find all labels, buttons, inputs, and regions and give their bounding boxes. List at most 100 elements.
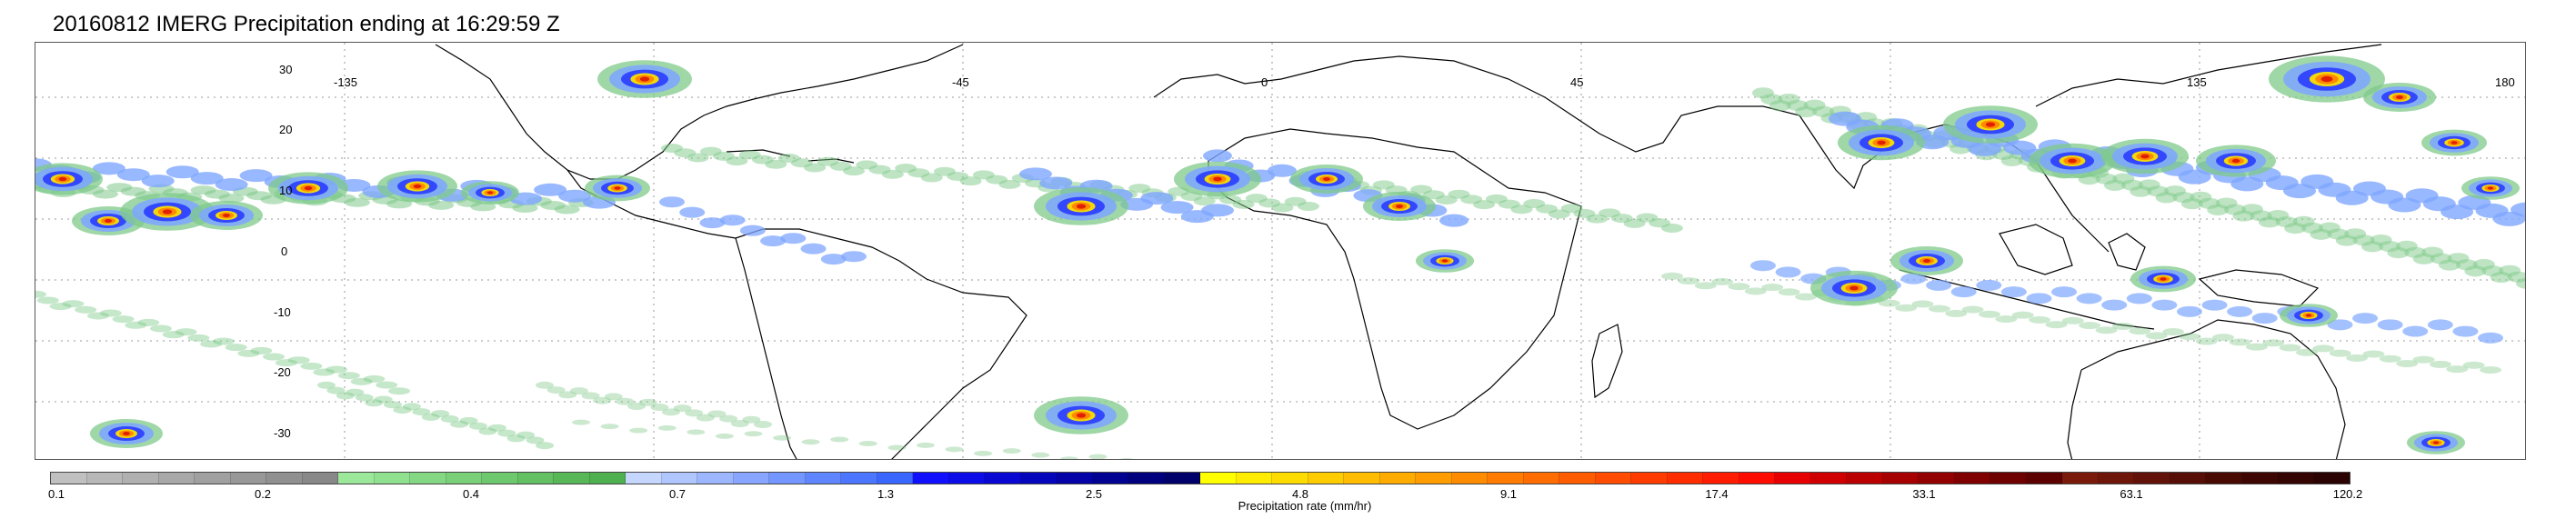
precip-cell bbox=[1232, 199, 1255, 209]
precip-cell bbox=[657, 424, 677, 431]
colorbar-tick-4: 1.3 bbox=[877, 487, 895, 501]
precip-cell bbox=[326, 386, 346, 394]
map-gridlines bbox=[35, 43, 2525, 459]
precip-cell bbox=[760, 235, 787, 247]
precip-cell bbox=[1271, 203, 1294, 213]
colorbar-segment bbox=[1919, 473, 1955, 484]
colorbar-segment bbox=[1882, 473, 1919, 484]
precip-cell bbox=[2000, 286, 2027, 298]
precip-cell bbox=[572, 419, 590, 425]
precip-cell bbox=[558, 189, 592, 203]
colorbar-segment bbox=[661, 473, 697, 484]
precip-cell bbox=[830, 436, 849, 443]
colorbar-segment bbox=[1631, 473, 1668, 484]
precip-cell bbox=[326, 365, 348, 374]
precip-cell bbox=[1323, 177, 1330, 181]
precip-cell bbox=[2412, 355, 2435, 364]
precip-cell bbox=[275, 359, 297, 367]
precip-cell bbox=[687, 429, 706, 435]
colorbar-segment bbox=[1810, 473, 1847, 484]
precip-cell bbox=[627, 403, 647, 411]
colorbar-segment bbox=[1020, 473, 1057, 484]
precip-cell bbox=[2362, 350, 2385, 358]
precip-cell bbox=[149, 324, 172, 333]
precip-cell bbox=[384, 401, 403, 409]
colorbar-segment bbox=[805, 473, 841, 484]
precip-cell bbox=[459, 416, 478, 424]
precip-cell bbox=[450, 420, 469, 428]
colorbar-tick-11: 120.2 bbox=[2332, 487, 2363, 501]
precip-cell bbox=[2227, 305, 2253, 317]
precip-cell bbox=[2095, 326, 2118, 334]
colorbar-segment bbox=[1488, 473, 1524, 484]
precip-cell bbox=[629, 427, 648, 434]
precip-cell bbox=[374, 395, 393, 404]
precip-cell bbox=[2079, 322, 2101, 330]
precip-cell bbox=[2432, 441, 2440, 444]
precip-cell bbox=[421, 413, 440, 421]
precip-cell bbox=[2176, 305, 2202, 317]
colorbar-segment bbox=[266, 473, 303, 484]
precip-cell bbox=[1794, 293, 1817, 301]
precip-cell bbox=[2451, 141, 2458, 145]
precip-cell bbox=[1201, 204, 1234, 217]
precip-cell bbox=[428, 200, 455, 210]
precip-cell bbox=[719, 414, 738, 423]
precip-cell bbox=[355, 394, 374, 402]
precip-cell bbox=[363, 374, 386, 383]
precip-cell bbox=[800, 243, 827, 255]
precip-cell bbox=[2051, 286, 2078, 298]
precip-cell bbox=[2061, 316, 2084, 324]
colorbar-segment bbox=[2278, 473, 2314, 484]
precip-cell bbox=[673, 404, 692, 413]
precip-cell bbox=[75, 305, 97, 314]
precip-cell bbox=[1961, 305, 1984, 314]
precip-cell bbox=[486, 191, 494, 195]
precip-cell bbox=[2140, 154, 2150, 159]
precip-cell bbox=[730, 419, 749, 427]
colorbar-tick-10: 63.1 bbox=[2120, 487, 2143, 501]
precip-cell bbox=[887, 444, 907, 451]
precip-cell bbox=[754, 421, 772, 428]
precip-cell bbox=[1678, 277, 1700, 285]
precip-cell bbox=[600, 424, 619, 430]
precip-cell bbox=[1088, 454, 1108, 459]
precip-cell bbox=[650, 404, 669, 412]
precip-cell bbox=[313, 368, 336, 376]
precip-cell bbox=[92, 189, 118, 199]
precip-cell bbox=[1160, 201, 1194, 215]
precip-cell bbox=[1213, 176, 1222, 182]
colorbar-segment bbox=[841, 473, 877, 484]
precip-cell bbox=[1059, 456, 1078, 459]
precip-cell bbox=[1985, 122, 1996, 127]
colorbar-tick-3: 0.7 bbox=[668, 487, 687, 501]
precip-cell bbox=[593, 396, 612, 404]
precip-cell bbox=[801, 439, 820, 445]
precip-cell bbox=[804, 163, 827, 173]
precip-cell bbox=[468, 422, 487, 430]
precip-cell bbox=[300, 362, 323, 370]
precip-cell bbox=[534, 183, 567, 196]
lat-label-30: 30 bbox=[279, 63, 293, 76]
precip-cell bbox=[616, 397, 635, 405]
colorbar-segment bbox=[1200, 473, 1237, 484]
colorbar-segment bbox=[1954, 473, 1990, 484]
precip-cell bbox=[536, 381, 554, 389]
precip-cell bbox=[402, 403, 421, 411]
precip-cell bbox=[187, 334, 210, 342]
precip-cell bbox=[661, 408, 680, 416]
precip-cell bbox=[58, 176, 67, 182]
precip-cell bbox=[2151, 299, 2178, 311]
precipitation-field bbox=[35, 55, 2525, 459]
precip-cell bbox=[699, 217, 726, 229]
precip-cell bbox=[1928, 304, 1950, 313]
precip-cell bbox=[679, 206, 706, 218]
lon-label-135: 135 bbox=[2187, 75, 2207, 89]
colorbar-segment bbox=[1775, 473, 1811, 484]
precip-cell bbox=[2111, 322, 2134, 330]
precip-cell bbox=[1031, 452, 1050, 458]
precip-cell bbox=[780, 233, 807, 245]
precip-cell bbox=[497, 429, 516, 437]
colorbar-segment bbox=[1236, 473, 1272, 484]
precip-cell bbox=[1661, 224, 1683, 233]
